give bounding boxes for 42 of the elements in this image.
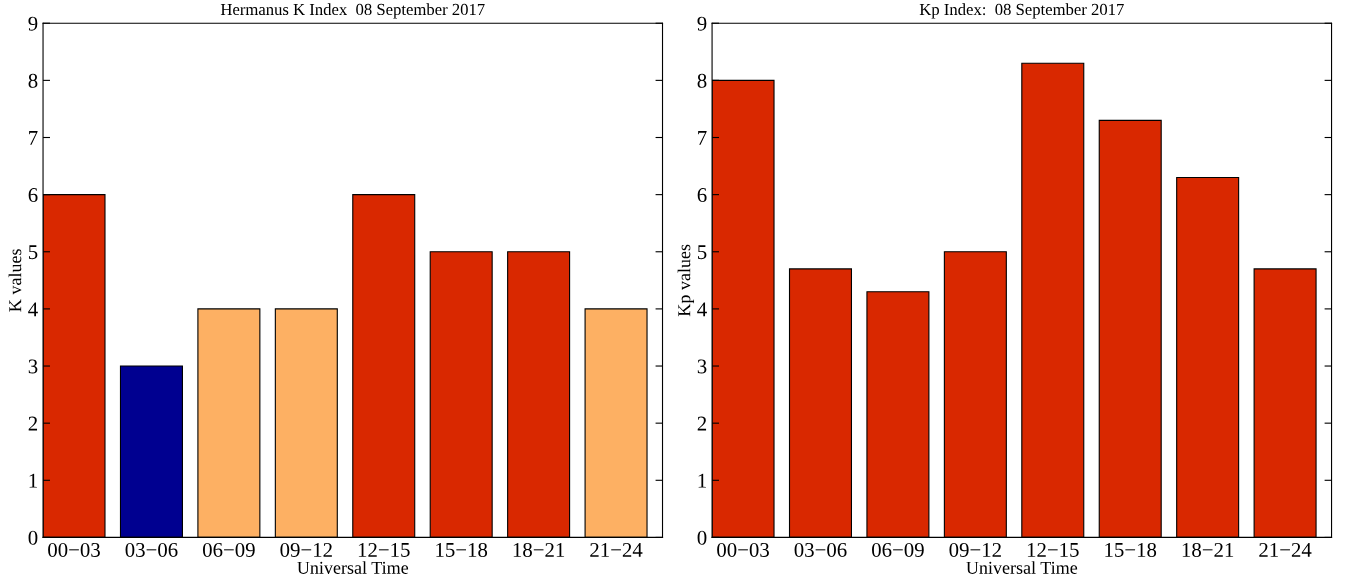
x-axis-title: Universal Time	[966, 561, 1078, 574]
y-tick-label: 3	[697, 359, 707, 374]
y-tick-label: 8	[697, 73, 707, 88]
x-tick-label: 09−12	[949, 542, 1001, 557]
x-tick-label: 12−15	[358, 542, 410, 557]
x-tick-label: 12−15	[1027, 542, 1079, 557]
y-tick-label: 3	[28, 359, 38, 374]
y-tick-label: 0	[697, 530, 707, 545]
x-axis-title: Universal Time	[297, 561, 409, 574]
y-tick-label: 0	[28, 530, 38, 545]
x-tick-label: 15−18	[1105, 542, 1157, 557]
y-tick-label: 2	[697, 416, 707, 431]
x-tick-label: 00−03	[48, 542, 100, 557]
x-tick-label: 03−06	[125, 542, 178, 557]
chart-title: Hermanus K Index 08 September 2017	[220, 3, 485, 19]
y-tick-label: 9	[28, 16, 38, 31]
chart-title: Kp Index: 08 September 2017	[919, 3, 1124, 19]
y-tick-label: 8	[28, 73, 38, 88]
y-tick-label: 6	[697, 188, 707, 203]
y-tick-label: 1	[29, 473, 37, 488]
y-tick-label: 4	[28, 302, 38, 317]
x-tick-label: 09−12	[280, 542, 332, 557]
x-tick-label: 06−09	[872, 542, 924, 557]
y-axis-title: Kp values	[677, 244, 695, 317]
y-tick-label: 7	[29, 131, 38, 145]
y-tick-label: 5	[28, 245, 38, 260]
x-tick-label: 03−06	[794, 542, 847, 557]
x-tick-label: 18−21	[513, 542, 565, 557]
y-tick-label: 6	[28, 188, 38, 203]
y-tick-label: 5	[698, 245, 707, 260]
y-tick-label: 7	[698, 131, 707, 145]
y-axis-title: K values	[8, 249, 22, 312]
x-tick-label: 06−09	[202, 542, 255, 557]
x-tick-label: 21−24	[590, 542, 643, 557]
x-tick-label: 00−03	[717, 542, 769, 557]
y-tick-label: 4	[697, 302, 707, 317]
x-tick-label: 18−21	[1182, 542, 1234, 557]
y-tick-label: 1	[698, 473, 706, 488]
y-tick-label: 9	[697, 16, 707, 31]
x-tick-label: 15−18	[436, 542, 488, 557]
x-tick-label: 21−24	[1259, 542, 1312, 557]
y-tick-label: 2	[28, 416, 38, 431]
